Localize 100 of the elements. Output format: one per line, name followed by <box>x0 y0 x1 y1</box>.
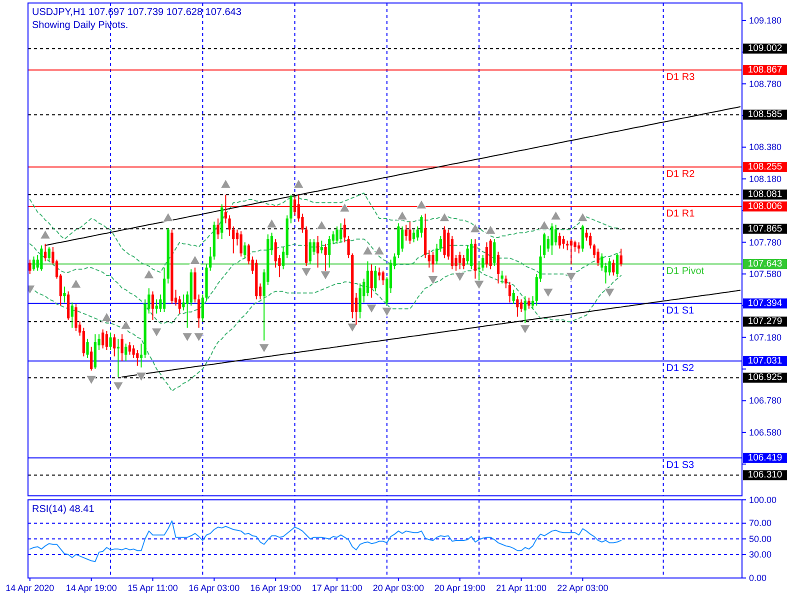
candlestick <box>585 229 588 242</box>
candlestick <box>48 246 50 262</box>
candlestick <box>155 298 158 314</box>
candlestick <box>178 296 181 314</box>
x-tick-label: 16 Apr 19:00 <box>250 583 302 593</box>
y-tick-label: 108.380 <box>749 142 782 152</box>
ref-line-label: 108.867 <box>748 64 782 76</box>
y-tick-label: 107.580 <box>749 268 782 279</box>
y-tick-label: 108.180 <box>749 174 782 184</box>
candlestick <box>504 275 508 289</box>
candlestick <box>67 290 70 320</box>
candlestick <box>516 296 519 318</box>
annotation: D1 Pivot <box>666 266 704 277</box>
candlestick <box>570 238 572 265</box>
candlestick <box>82 327 85 357</box>
ref-line-label: 108.006 <box>748 200 782 212</box>
candlestick <box>478 260 480 281</box>
ref-line-label: 108.255 <box>748 161 782 172</box>
candlestick <box>113 334 116 357</box>
candlestick <box>500 270 504 284</box>
candlestick <box>358 282 362 319</box>
candlestick <box>198 294 200 328</box>
candlestick <box>274 238 277 268</box>
text: Showing Daily Pivots. <box>32 20 128 31</box>
candlestick <box>562 235 565 250</box>
candlestick <box>232 226 235 254</box>
candlestick <box>320 240 323 254</box>
candlestick <box>102 328 104 349</box>
candlestick <box>412 229 416 243</box>
candlestick <box>496 251 500 284</box>
candlestick <box>124 343 128 362</box>
candlestick <box>378 267 381 281</box>
candlestick <box>366 260 370 297</box>
x-tick-label: 20 Apr 03:00 <box>372 583 424 593</box>
candlestick <box>240 230 242 258</box>
candlestick <box>608 258 611 276</box>
candlestick <box>439 235 442 252</box>
chart-title: USDJPY,H1 107.697 107.739 107.628 107.643 <box>32 7 242 18</box>
candlestick <box>404 224 408 242</box>
candlestick <box>216 218 220 240</box>
candlestick <box>508 281 512 303</box>
candlestick <box>616 252 619 278</box>
y-tick-label: 50.00 <box>749 534 772 544</box>
candlestick <box>343 218 346 243</box>
candlestick <box>520 298 523 312</box>
candlestick <box>543 232 546 259</box>
candlestick <box>347 235 350 259</box>
candlestick <box>316 235 320 268</box>
y-tick-label: 0.00 <box>749 573 767 583</box>
candlestick <box>589 232 592 250</box>
candlestick <box>209 246 212 272</box>
candlestick <box>70 302 74 328</box>
ref-line-label: 107.865 <box>748 223 782 234</box>
y-tick-label: 108.780 <box>749 78 782 89</box>
candlestick <box>581 224 584 252</box>
x-tick-label: 14 Apr 2020 <box>6 583 54 593</box>
candlestick <box>86 338 89 358</box>
y-tick-label: 106.780 <box>749 396 782 406</box>
ref-line-label: 109.002 <box>748 43 782 54</box>
annotation: D1 R2 <box>666 168 696 180</box>
candlestick <box>592 243 596 259</box>
x-tick-label: 17 Apr 11:00 <box>312 583 362 593</box>
candlestick <box>44 243 47 262</box>
candlestick <box>151 290 154 320</box>
candlestick <box>140 343 143 368</box>
candlestick <box>328 235 331 268</box>
candlestick <box>466 244 469 265</box>
annotation: D1 S2 <box>666 362 695 374</box>
candlestick <box>128 342 132 356</box>
candlestick <box>493 238 496 267</box>
ref-line-label: 107.031 <box>748 355 782 366</box>
candlestick <box>105 330 108 351</box>
candlestick <box>428 250 430 268</box>
candlestick <box>308 238 312 265</box>
ref-line-label: 107.394 <box>748 298 782 309</box>
candlestick <box>612 259 615 276</box>
candlestick <box>201 294 204 322</box>
candlestick <box>290 194 292 224</box>
candlestick <box>40 244 43 272</box>
y-tick-label: 107.780 <box>749 237 782 248</box>
candlestick <box>531 296 534 310</box>
ref-line-label: 108.081 <box>748 189 782 200</box>
candlestick <box>432 251 434 273</box>
annotation: D1 R3 <box>666 72 696 84</box>
candlestick <box>340 222 342 243</box>
candlestick <box>120 334 124 362</box>
candlestick <box>132 344 135 358</box>
y-tick-label: 30.00 <box>749 550 772 560</box>
ref-line-label: 107.279 <box>748 316 782 328</box>
x-tick-label: 14 Apr 19:00 <box>66 583 117 593</box>
line-series <box>29 520 622 562</box>
candlestick <box>596 248 600 267</box>
candlestick <box>554 224 558 246</box>
candlestick <box>436 243 438 265</box>
ref-line-label: 106.310 <box>748 470 782 481</box>
candlestick <box>600 252 604 272</box>
candlestick <box>458 251 462 270</box>
candlestick <box>32 256 36 272</box>
candlestick <box>382 270 384 286</box>
ref-line-label: 106.925 <box>748 372 782 384</box>
